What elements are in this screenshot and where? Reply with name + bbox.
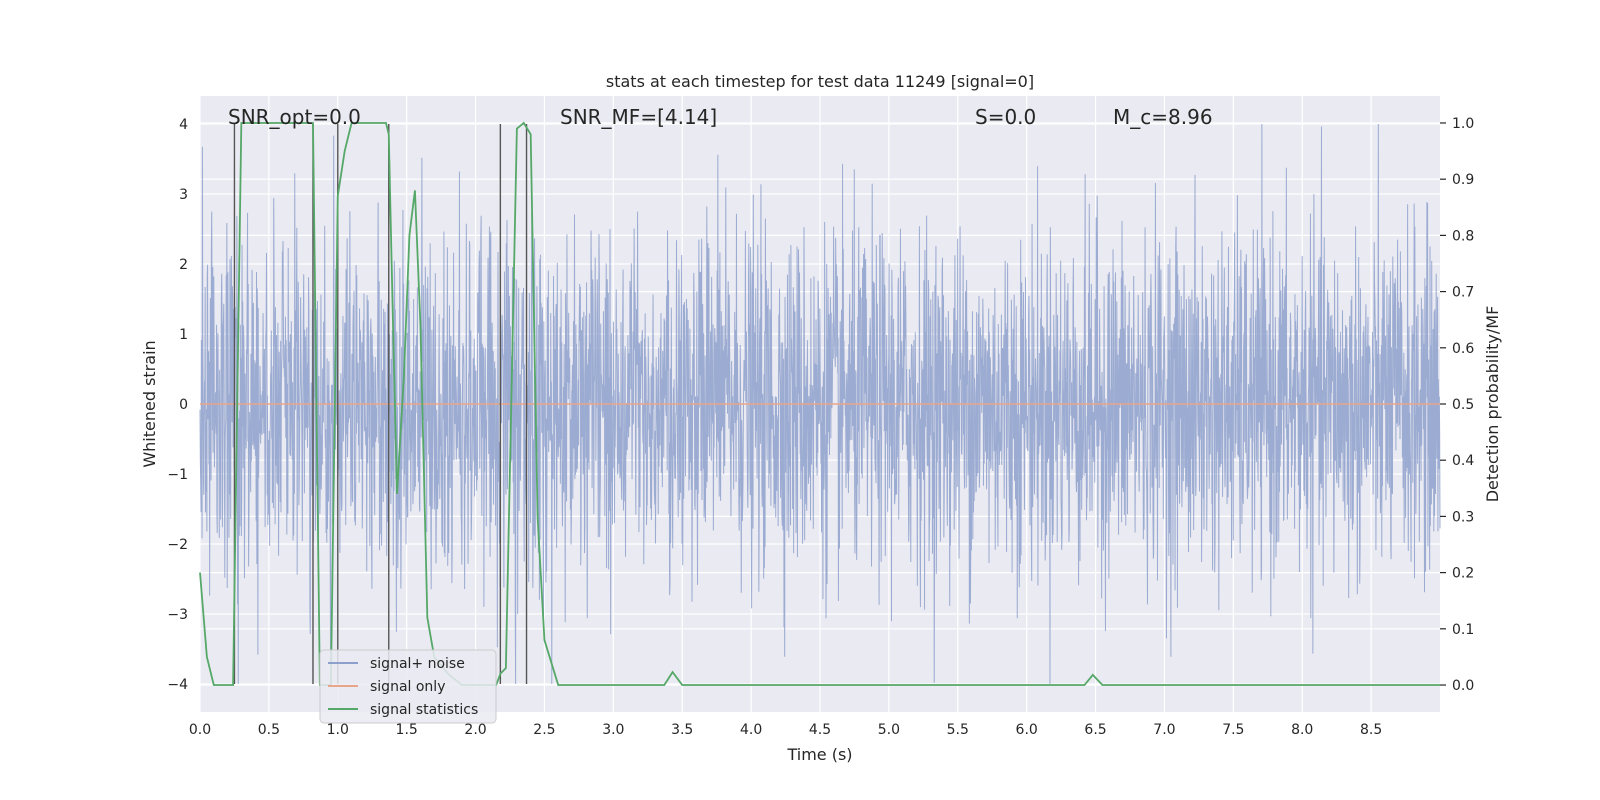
annotation-snr-opt: SNR_opt=0.0 (228, 105, 361, 129)
y-tick-label-5: 1 (179, 327, 188, 343)
x-tick-label-2: 1.0 (327, 722, 349, 738)
y2-tick-label-9: 0.9 (1452, 172, 1474, 188)
legend-label-signal-only: signal only (370, 679, 445, 695)
x-tick-label-12: 6.0 (1016, 722, 1038, 738)
x-tick-label-0: 0.0 (189, 722, 211, 738)
chart-title: stats at each timestep for test data 112… (606, 72, 1034, 91)
legend-box (319, 649, 497, 724)
x-tick-label-11: 5.5 (947, 722, 969, 738)
annotation-snr-mf: SNR_MF=[4.14] (560, 105, 717, 129)
y2-tick-label-4: 0.4 (1452, 453, 1474, 469)
annotation-mc: M_c=8.96 (1113, 105, 1213, 129)
y-tick-label-1: −3 (167, 607, 188, 623)
y2-tick-label-7: 0.7 (1452, 285, 1474, 301)
noise-trace (199, 123, 1441, 685)
y2-tick-label-2: 0.2 (1452, 566, 1474, 582)
x-tick-label-10: 5.0 (878, 722, 900, 738)
y2-tick-label-5: 0.5 (1452, 397, 1474, 413)
y-tick-label-8: 4 (179, 117, 188, 133)
y2-axis-label: Detection probability/MF (1483, 306, 1502, 503)
x-tick-label-9: 4.5 (809, 722, 831, 738)
x-tick-label-8: 4.0 (740, 722, 762, 738)
series-signal-noise (199, 123, 1441, 685)
x-tick-label-5: 2.5 (533, 722, 555, 738)
legend-label-signal-noise: signal+ noise (370, 656, 465, 672)
y2-tick-label-8: 0.8 (1452, 228, 1474, 244)
y2-tick-label-10: 1.0 (1452, 116, 1474, 132)
y2-tick-label-6: 0.6 (1452, 341, 1474, 357)
x-tick-label-7: 3.5 (671, 722, 693, 738)
annotations: SNR_opt=0.0 SNR_MF=[4.14] S=0.0 M_c=8.96 (228, 105, 1213, 129)
x-tick-label-14: 7.0 (1153, 722, 1175, 738)
y-tick-label-0: −4 (167, 677, 188, 693)
x-tick-label-16: 8.0 (1291, 722, 1313, 738)
x-tick-label-15: 7.5 (1222, 722, 1244, 738)
y-tick-label-4: 0 (179, 397, 188, 413)
y-tick-label-3: −1 (167, 467, 188, 483)
x-tick-label-3: 1.5 (396, 722, 418, 738)
x-axis-label: Time (s) (786, 745, 852, 764)
x-tick-label-13: 6.5 (1084, 722, 1106, 738)
y2-tick-label-1: 0.1 (1452, 622, 1474, 638)
legend: signal+ noise signal only signal statist… (319, 649, 497, 724)
x-tick-label-1: 0.5 (258, 722, 280, 738)
y-tick-label-6: 2 (179, 257, 188, 273)
y-axis-right: 0.0 0.1 0.2 0.3 0.4 0.5 0.6 0.7 0.8 0.9 1.0 (1440, 116, 1474, 694)
y-axis-label: Whitened strain (140, 340, 159, 467)
legend-label-signal-statistics: signal statistics (370, 702, 478, 718)
y-tick-label-7: 3 (179, 187, 188, 203)
y-tick-label-2: −2 (167, 537, 188, 553)
x-tick-label-6: 3.0 (602, 722, 624, 738)
x-axis: 0.0 0.5 1.0 1.5 2.0 2.5 3.0 3.5 4.0 4.5 5.0 5.5 6.0 6… (189, 722, 1382, 738)
y2-tick-label-0: 0.0 (1452, 678, 1474, 694)
annotation-s: S=0.0 (975, 105, 1036, 129)
x-tick-label-4: 2.0 (464, 722, 486, 738)
x-tick-label-17: 8.5 (1360, 722, 1382, 738)
y-axis-left: −4 −3 −2 −1 0 1 2 3 4 (167, 117, 188, 693)
y2-tick-label-3: 0.3 (1452, 509, 1474, 525)
